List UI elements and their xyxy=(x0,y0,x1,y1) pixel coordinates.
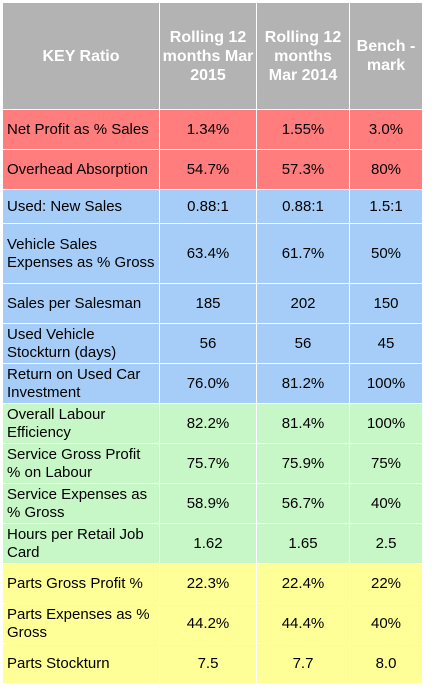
ratio-label: Parts Stockturn xyxy=(2,643,160,684)
value-2015: 56 xyxy=(159,323,257,364)
table-row: Parts Expenses as % Gross 44.2% 44.4% 40… xyxy=(2,603,423,644)
value-2014: 56 xyxy=(256,323,350,364)
value-2015: 1.62 xyxy=(159,523,257,564)
ratio-label: Overhead Absorption xyxy=(2,149,160,190)
value-2014: 75.9% xyxy=(256,443,350,484)
value-benchmark: 2.5 xyxy=(349,523,423,564)
value-2015: 76.0% xyxy=(159,363,257,404)
table-row: Service Gross Profit % on Labour 75.7% 7… xyxy=(2,443,423,484)
value-benchmark: 8.0 xyxy=(349,643,423,684)
ratio-label: Service Gross Profit % on Labour xyxy=(2,443,160,484)
value-benchmark: 1.5:1 xyxy=(349,189,423,224)
value-2014: 1.55% xyxy=(256,109,350,150)
value-2014: 81.4% xyxy=(256,403,350,444)
value-benchmark: 3.0% xyxy=(349,109,423,150)
value-2015: 44.2% xyxy=(159,603,257,644)
value-2015: 1.34% xyxy=(159,109,257,150)
value-2014: 56.7% xyxy=(256,483,350,524)
value-2015: 185 xyxy=(159,283,257,324)
header-mar-2014: Rolling 12 months Mar 2014 xyxy=(256,2,350,110)
value-benchmark: 150 xyxy=(349,283,423,324)
ratio-label: Sales per Salesman xyxy=(2,283,160,324)
header-row: KEY Ratio Rolling 12 months Mar 2015 Rol… xyxy=(2,2,423,110)
table-row: Parts Stockturn 7.5 7.7 8.0 xyxy=(2,643,423,684)
value-2015: 58.9% xyxy=(159,483,257,524)
value-2014: 7.7 xyxy=(256,643,350,684)
header-key-ratio: KEY Ratio xyxy=(2,2,160,110)
ratio-label: Net Profit as % Sales xyxy=(2,109,160,150)
table-row: Sales per Salesman 185 202 150 xyxy=(2,283,423,324)
ratio-label: Service Expenses as % Gross xyxy=(2,483,160,524)
value-2014: 202 xyxy=(256,283,350,324)
value-benchmark: 100% xyxy=(349,403,423,444)
table-row: Return on Used Car Investment 76.0% 81.2… xyxy=(2,363,423,404)
value-benchmark: 45 xyxy=(349,323,423,364)
ratio-label: Used Vehicle Stockturn (days) xyxy=(2,323,160,364)
ratio-label: Used: New Sales xyxy=(2,189,160,224)
key-ratio-table: KEY Ratio Rolling 12 months Mar 2015 Rol… xyxy=(2,2,423,684)
header-benchmark: Bench -mark xyxy=(349,2,423,110)
ratio-label: Hours per Retail Job Card xyxy=(2,523,160,564)
value-2014: 22.4% xyxy=(256,563,350,604)
table-row: Net Profit as % Sales 1.34% 1.55% 3.0% xyxy=(2,109,423,150)
table-row: Overall Labour Efficiency 82.2% 81.4% 10… xyxy=(2,403,423,444)
ratio-label: Vehicle Sales Expenses as % Gross xyxy=(2,223,160,284)
value-benchmark: 100% xyxy=(349,363,423,404)
value-2015: 54.7% xyxy=(159,149,257,190)
value-2014: 61.7% xyxy=(256,223,350,284)
value-2015: 63.4% xyxy=(159,223,257,284)
header-mar-2015: Rolling 12 months Mar 2015 xyxy=(159,2,257,110)
value-benchmark: 75% xyxy=(349,443,423,484)
value-2015: 0.88:1 xyxy=(159,189,257,224)
table-row: Service Expenses as % Gross 58.9% 56.7% … xyxy=(2,483,423,524)
table-row: Hours per Retail Job Card 1.62 1.65 2.5 xyxy=(2,523,423,564)
value-benchmark: 22% xyxy=(349,563,423,604)
value-2014: 0.88:1 xyxy=(256,189,350,224)
ratio-label: Overall Labour Efficiency xyxy=(2,403,160,444)
value-2015: 82.2% xyxy=(159,403,257,444)
ratio-label: Parts Expenses as % Gross xyxy=(2,603,160,644)
table-row: Vehicle Sales Expenses as % Gross 63.4% … xyxy=(2,223,423,284)
table-row: Overhead Absorption 54.7% 57.3% 80% xyxy=(2,149,423,190)
value-2014: 1.65 xyxy=(256,523,350,564)
value-2014: 57.3% xyxy=(256,149,350,190)
value-2015: 75.7% xyxy=(159,443,257,484)
ratio-label: Parts Gross Profit % xyxy=(2,563,160,604)
table-row: Used Vehicle Stockturn (days) 56 56 45 xyxy=(2,323,423,364)
table-row: Parts Gross Profit % 22.3% 22.4% 22% xyxy=(2,563,423,604)
value-2015: 7.5 xyxy=(159,643,257,684)
value-benchmark: 40% xyxy=(349,483,423,524)
ratio-label: Return on Used Car Investment xyxy=(2,363,160,404)
value-benchmark: 50% xyxy=(349,223,423,284)
value-2014: 81.2% xyxy=(256,363,350,404)
table-row: Used: New Sales 0.88:1 0.88:1 1.5:1 xyxy=(2,189,423,224)
value-2015: 22.3% xyxy=(159,563,257,604)
value-benchmark: 80% xyxy=(349,149,423,190)
value-benchmark: 40% xyxy=(349,603,423,644)
value-2014: 44.4% xyxy=(256,603,350,644)
